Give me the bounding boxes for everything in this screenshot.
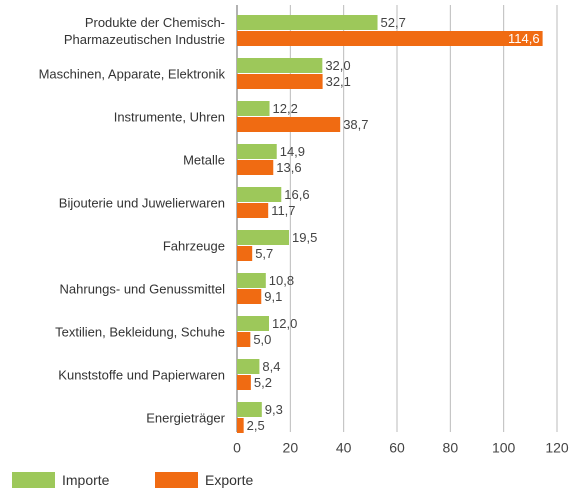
bar [237,375,251,390]
x-tick-label: 120 [545,440,569,456]
legend-swatch [155,472,198,488]
category-label: Bijouterie und Juwelierwaren [58,195,225,210]
x-tick-label: 100 [492,440,516,456]
category-label: Maschinen, Apparate, Elektronik [38,66,225,81]
value-label: 16,6 [284,187,309,202]
bar [237,359,260,374]
value-label: 9,1 [264,289,282,304]
legend-label: Exporte [205,472,254,488]
bar [237,418,244,433]
bar [237,316,269,331]
value-label: 5,7 [255,246,273,261]
bar [237,101,270,116]
bar [237,289,262,304]
x-tick-label: 20 [283,440,299,456]
bar [237,273,266,288]
bar [237,187,282,202]
value-label: 52,7 [381,15,406,30]
value-label: 38,7 [343,117,368,132]
legend-label: Importe [62,472,110,488]
bar [237,31,543,46]
category-label: Kunststoffe und Papierwaren [58,367,225,382]
category-label: Textilien, Bekleidung, Schuhe [55,324,225,339]
value-label: 32,1 [326,74,351,89]
category-label: Nahrungs- und Genussmittel [59,281,225,296]
category-label: Produkte der Chemisch- Pharmazeutischen … [63,14,225,47]
value-label: 8,4 [262,359,280,374]
bar [237,15,378,30]
value-label: 10,8 [269,273,294,288]
value-label: 9,3 [265,402,283,417]
category-label: Metalle [183,152,225,167]
x-tick-label: 40 [336,440,352,456]
bar [237,332,251,347]
x-tick-label: 0 [233,440,241,456]
bar [237,58,323,73]
bar [237,203,269,218]
value-label: 19,5 [292,230,317,245]
x-tick-label: 60 [389,440,405,456]
x-tick-label: 80 [443,440,459,456]
bar [237,144,277,159]
bar [237,230,289,245]
bar [237,402,262,417]
value-label: 5,0 [253,332,271,347]
value-label: 13,6 [276,160,301,175]
category-label: Energieträger [146,410,225,425]
value-label: 114,6 [508,31,540,46]
value-label: 14,9 [280,144,305,159]
bar [237,74,323,89]
value-label: 2,5 [247,418,265,433]
value-label: 11,7 [271,203,295,218]
value-label: 5,2 [254,375,272,390]
category-label: Instrumente, Uhren [113,109,225,124]
bar [237,246,253,261]
bar [237,160,274,175]
category-label: Fahrzeuge [162,238,225,253]
value-label: 12,0 [272,316,297,331]
legend-swatch [12,472,55,488]
value-label: 32,0 [325,58,350,73]
value-label: 12,2 [273,101,298,116]
bar [237,117,341,132]
